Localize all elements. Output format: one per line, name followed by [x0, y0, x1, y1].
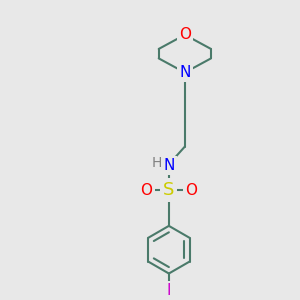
Text: S: S — [163, 181, 175, 199]
Text: N: N — [179, 65, 190, 80]
Text: N: N — [163, 158, 175, 173]
Text: H: H — [152, 156, 162, 170]
Text: I: I — [167, 284, 171, 298]
Text: O: O — [140, 183, 152, 198]
Text: O: O — [179, 27, 191, 42]
Text: O: O — [185, 183, 197, 198]
